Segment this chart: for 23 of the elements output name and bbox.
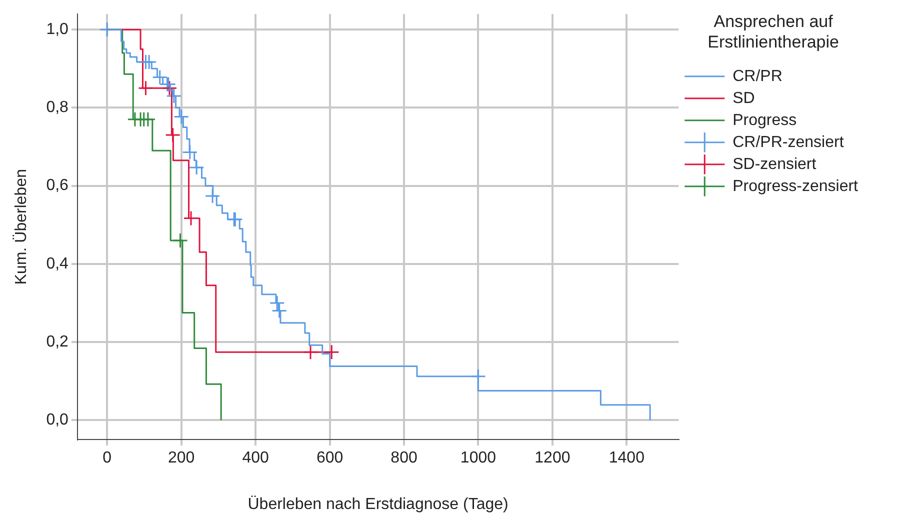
legend-label: CR/PR: [732, 68, 782, 85]
y-tick-label: 0,4: [46, 255, 69, 272]
x-tick-label: 1200: [534, 450, 570, 467]
x-tick-label: 600: [316, 450, 344, 467]
legend-title: Ansprechen auf Erstlinientherapie: [708, 12, 839, 52]
x-tick-label: 1000: [460, 450, 496, 467]
x-tick-label: 400: [242, 450, 270, 467]
legend-label: SD: [732, 90, 755, 107]
x-tick-label: 200: [168, 450, 195, 467]
legend-label: SD-zensiert: [732, 156, 817, 173]
legend-label: Progress-zensiert: [732, 178, 859, 195]
x-tick-label: 1400: [608, 450, 645, 467]
legend-label: CR/PR-zensiert: [732, 134, 844, 151]
x-axis-title: Überleben nach Erstdiagnose (Tage): [248, 494, 508, 513]
x-tick-label: 0: [102, 450, 112, 467]
x-tick-label: 800: [390, 450, 418, 467]
y-tick-label: 1,0: [46, 21, 69, 38]
y-axis-title: Kum. Überleben: [12, 168, 30, 285]
y-tick-label: 0,2: [46, 333, 69, 350]
y-tick-label: 0,8: [46, 99, 69, 116]
legend-label: Progress: [732, 112, 797, 129]
y-tick-label: 0,0: [46, 411, 69, 428]
y-tick-label: 0,6: [46, 177, 69, 194]
